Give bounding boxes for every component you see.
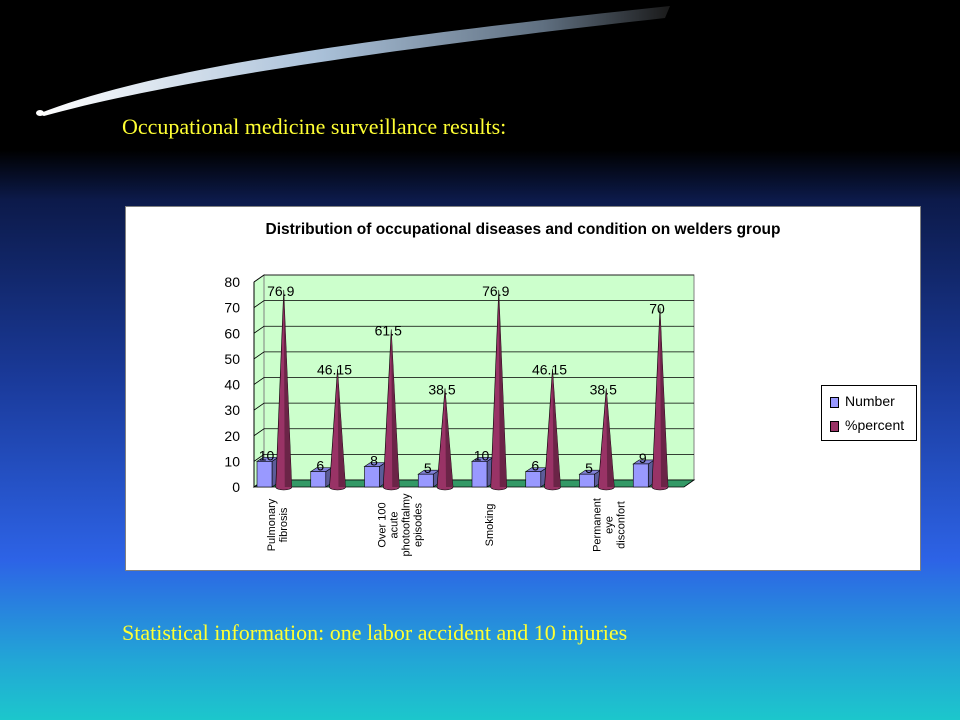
legend-swatch-number bbox=[830, 396, 839, 408]
y-tick-label: 60 bbox=[224, 325, 240, 341]
data-label-percent: 76.9 bbox=[267, 283, 294, 299]
x-tick-label: Pulmonaryfibrosis bbox=[266, 498, 290, 551]
y-tick-label: 80 bbox=[224, 274, 240, 290]
legend-label-percent: %percent bbox=[845, 417, 905, 433]
data-label-percent: 76.9 bbox=[482, 283, 509, 299]
slide-title: Occupational medicine surveillance resul… bbox=[122, 114, 507, 139]
y-tick-label: 40 bbox=[224, 377, 240, 393]
y-tick-label: 0 bbox=[232, 479, 240, 495]
gridline bbox=[253, 274, 694, 283]
legend-item-percent: %percent bbox=[830, 416, 904, 434]
data-label-number: 5 bbox=[585, 460, 593, 476]
y-tick-label: 70 bbox=[224, 300, 240, 316]
y-tick-label: 30 bbox=[224, 402, 240, 418]
data-label-number: 10 bbox=[259, 447, 275, 463]
bar-percent-shade bbox=[606, 388, 615, 487]
legend-swatch-percent bbox=[830, 420, 839, 432]
legend-item-number: Number bbox=[830, 392, 895, 410]
data-label-percent: 46.15 bbox=[532, 362, 567, 378]
gridline bbox=[253, 377, 694, 385]
y-tick-label: 20 bbox=[224, 428, 240, 444]
gridline bbox=[253, 300, 694, 308]
bar-percent-shade bbox=[391, 329, 400, 487]
data-label-percent: 46.15 bbox=[317, 362, 352, 378]
data-label-percent: 38.5 bbox=[428, 381, 455, 397]
slide-footer: Statistical information: one labor accid… bbox=[122, 620, 628, 645]
x-tick-label: Over 100acutephotooftalmyepisodes bbox=[377, 493, 425, 556]
data-label-number: 9 bbox=[639, 450, 647, 466]
data-label-percent: 70 bbox=[649, 301, 665, 317]
y-tick-label: 50 bbox=[224, 351, 240, 367]
gridline bbox=[253, 325, 694, 334]
data-label-number: 5 bbox=[424, 460, 432, 476]
x-tick-label: Permanenteyedisconfort bbox=[592, 498, 628, 552]
bar-number bbox=[256, 461, 273, 488]
data-label-number: 6 bbox=[316, 458, 324, 474]
gridline bbox=[253, 351, 694, 360]
chart-legend: Number %percent bbox=[821, 385, 917, 441]
bar-number bbox=[632, 463, 649, 488]
data-label-percent: 38.5 bbox=[590, 381, 617, 397]
bar-number bbox=[310, 471, 327, 488]
chart-title: Distribution of occupational diseases an… bbox=[265, 221, 781, 238]
bar-number bbox=[525, 471, 542, 488]
y-tick-label: 10 bbox=[224, 453, 240, 469]
chart-container: Distribution of occupational diseases an… bbox=[125, 206, 921, 571]
data-label-number: 10 bbox=[474, 447, 490, 463]
data-label-number: 8 bbox=[370, 453, 378, 469]
bar-percent-shade bbox=[660, 307, 668, 487]
bar-number bbox=[364, 466, 380, 488]
data-label-number: 6 bbox=[531, 458, 539, 474]
bar-number bbox=[579, 473, 595, 488]
chart-plot: 0 10 20 30 40 50 60 70 80 10 76.9 Pulmonaryfibrosis… bbox=[224, 274, 696, 556]
legend-label-number: Number bbox=[845, 393, 895, 409]
data-label-percent: 61.5 bbox=[375, 322, 402, 338]
x-tick-label: Smoking bbox=[484, 504, 496, 547]
bar-percent-shade bbox=[445, 388, 453, 487]
bar-number bbox=[417, 473, 434, 488]
bar-number bbox=[471, 461, 488, 488]
